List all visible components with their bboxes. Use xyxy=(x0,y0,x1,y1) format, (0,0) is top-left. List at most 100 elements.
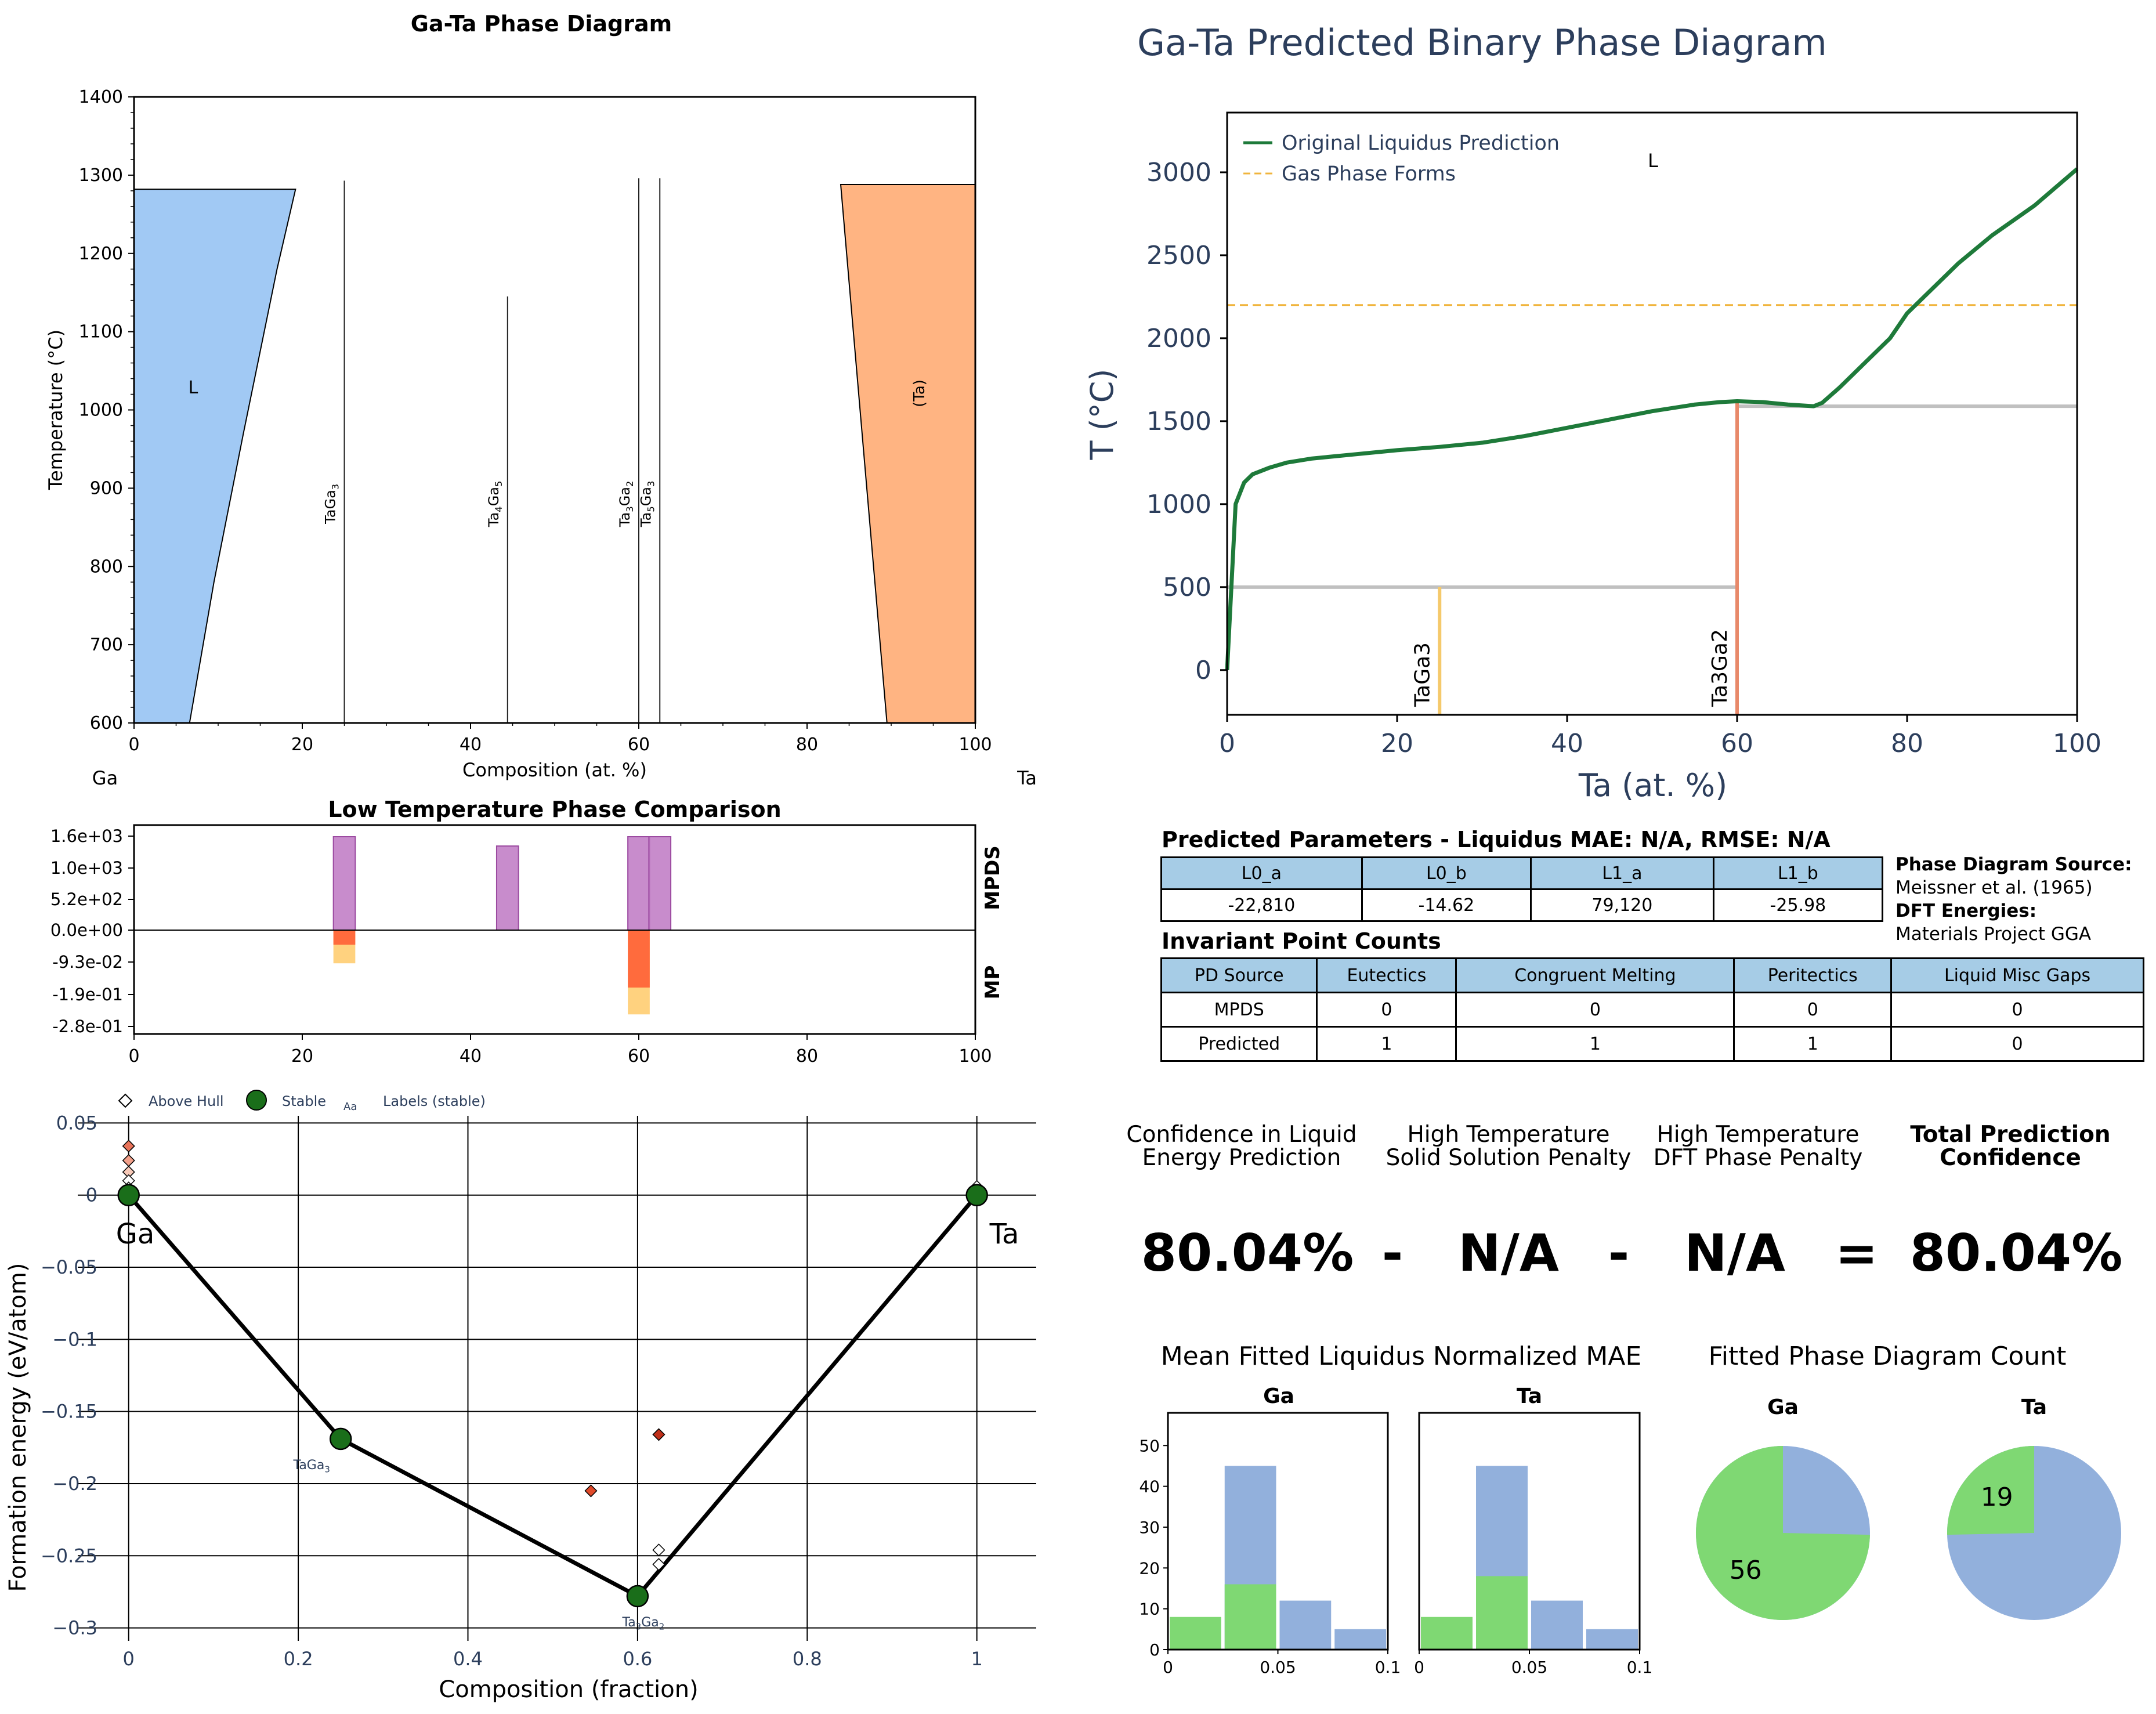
y-tick-label: 40 xyxy=(1139,1477,1160,1496)
compare-label-mpds: MPDS xyxy=(981,845,1004,910)
hull-label-ta: Ta xyxy=(989,1218,1019,1250)
params-header: L1_b xyxy=(1712,856,1884,890)
params-value-row: -22,810 -14.62 79,120 -25.98 xyxy=(1160,888,1884,922)
y-tick-label: 900 xyxy=(90,478,123,498)
mae-sub-ta: Ta xyxy=(1517,1384,1542,1408)
above-hull-point xyxy=(122,1154,135,1167)
x-tick-label: 100 xyxy=(958,1046,992,1066)
conf-head-line: Confidence xyxy=(1940,1145,2081,1171)
x-tick-label: 0 xyxy=(1414,1658,1424,1677)
count-panel: Fitted Phase Diagram Count Ga Ta 56 19 xyxy=(1696,1341,2121,1621)
y-tick-label: 2500 xyxy=(1146,241,1211,270)
pd-left-region-L: L xyxy=(189,378,198,398)
green-bar xyxy=(1224,1584,1276,1650)
x-tick-label: 100 xyxy=(2053,729,2101,758)
hist-axes-frame xyxy=(1167,1412,1389,1651)
invariants-cell: 1 xyxy=(1455,1026,1735,1062)
above-hull-point xyxy=(652,1543,665,1557)
mpds-bar xyxy=(627,836,650,931)
x-tick-label: 100 xyxy=(958,735,992,755)
stable-point-label: Ta3Ga2 xyxy=(621,1615,664,1632)
stable-point xyxy=(626,1585,649,1608)
convex-hull-line xyxy=(127,1194,979,1599)
conf-head-line: Confidence in Liquid xyxy=(1126,1122,1357,1148)
x-tick-label: 80 xyxy=(1891,729,1923,758)
params-header: L1_a xyxy=(1529,856,1714,890)
mp-bar-red xyxy=(628,930,650,988)
liquid-region xyxy=(133,189,296,724)
pd-left-title: Ga-Ta Phase Diagram xyxy=(411,11,672,37)
subscript: 3 xyxy=(645,481,656,487)
y-tick-label: 30 xyxy=(1139,1518,1160,1537)
params-value: -22,810 xyxy=(1160,888,1363,922)
subscript: 3 xyxy=(330,484,341,490)
x-tick-label: 40 xyxy=(1551,729,1583,758)
invariants-cell: MPDS xyxy=(1160,992,1318,1028)
conf-head-total: Total Prediction Confidence xyxy=(1883,1123,2138,1170)
pd-left-ylabel: Temperature (°C) xyxy=(45,330,67,490)
pd-right-region-L: L xyxy=(1648,150,1658,172)
pd-right-ylabel: T (°C) xyxy=(1084,369,1120,461)
x-tick-label: 0.2 xyxy=(284,1648,313,1670)
legend-above-hull-marker xyxy=(118,1093,133,1108)
y-tick-label: 1000 xyxy=(79,400,123,421)
x-tick-label: 60 xyxy=(628,1046,650,1066)
conf-head-line: High Temperature xyxy=(1407,1122,1610,1148)
conf-op-minus-2: - xyxy=(1608,1223,1630,1283)
pd-right-title: Ga-Ta Predicted Binary Phase Diagram xyxy=(1137,21,1827,64)
compound-label: TaGa3 xyxy=(323,484,341,525)
x-tick-label: 0.8 xyxy=(793,1648,822,1670)
hull-label-ga: Ga xyxy=(116,1218,155,1250)
invariants-cell: 1 xyxy=(1316,1026,1457,1062)
invariants-cell: Predicted xyxy=(1160,1026,1318,1062)
y-tick-label: -2.8e-01 xyxy=(52,1017,123,1036)
legend-aa: Aa xyxy=(343,1101,357,1113)
x-tick-label: 0.1 xyxy=(1375,1658,1401,1677)
x-tick-label: 20 xyxy=(291,735,313,755)
params-header: L0_a xyxy=(1160,856,1363,890)
mpds-bar xyxy=(332,836,356,931)
subscript: 3 xyxy=(324,1464,330,1474)
compound-label: Ta4Ga5 xyxy=(486,481,504,528)
conf-head-line: Solid Solution Penalty xyxy=(1386,1145,1632,1171)
formula-part: Ta xyxy=(638,512,654,527)
dft-source-label: DFT Energies: xyxy=(1895,901,2037,921)
mp-bar-red xyxy=(333,930,356,945)
conf-value-dft: N/A xyxy=(1684,1223,1785,1283)
y-tick-label: −0.2 xyxy=(52,1473,97,1495)
compound-label: TaGa3 xyxy=(1410,642,1434,707)
pd-right-legend: Original Liquidus Prediction Gas Phase F… xyxy=(1243,132,1560,186)
legend-labels: Labels (stable) xyxy=(383,1093,486,1109)
params-value: -14.62 xyxy=(1361,888,1532,922)
invariants-row: Predicted 1 1 1 0 xyxy=(1160,1026,2144,1062)
conf-head-line: Energy Prediction xyxy=(1142,1145,1341,1171)
y-tick-label: 10 xyxy=(1139,1600,1160,1619)
green-bar xyxy=(1421,1617,1473,1650)
y-tick-label: 50 xyxy=(1139,1436,1160,1455)
blue-bar xyxy=(1334,1629,1386,1650)
above-hull-point xyxy=(652,1558,665,1571)
params-header-row: L0_a L0_b L1_a L1_b xyxy=(1160,856,1884,890)
stable-point xyxy=(329,1427,352,1451)
formula-part: Ga xyxy=(638,487,654,506)
x-tick-label: 0 xyxy=(128,1046,139,1066)
legend-stable: Stable xyxy=(282,1093,326,1109)
y-tick-label: −0.1 xyxy=(52,1328,97,1350)
x-tick-label: 0.1 xyxy=(1627,1658,1653,1677)
compound-label: Ta3Ga2 xyxy=(1708,629,1732,707)
formula-part: TaGa xyxy=(323,490,339,525)
mae-title: Mean Fitted Liquidus Normalized MAE xyxy=(1161,1341,1642,1371)
conf-head-liquid: Confidence in Liquid Energy Prediction xyxy=(1114,1123,1369,1170)
subscript: 4 xyxy=(493,506,504,512)
y-tick-label: 0 xyxy=(86,1184,97,1206)
above-hull-point xyxy=(584,1484,598,1498)
green-bar xyxy=(1170,1617,1221,1650)
legend-above-hull: Above Hull xyxy=(149,1093,224,1109)
blue-bar xyxy=(1279,1600,1332,1650)
pd-left-panel: Ga-Ta Phase Diagram TaGa3Ta4Ga5Ta3Ga2Ta5… xyxy=(45,11,1037,789)
pd-source-value: Meissner et al. (1965) xyxy=(1895,877,2093,898)
conf-head-dft: High Temperature DFT Phase Penalty xyxy=(1630,1123,1886,1170)
x-tick-label: 0 xyxy=(1163,1658,1173,1677)
y-tick-label: 1100 xyxy=(79,322,123,342)
